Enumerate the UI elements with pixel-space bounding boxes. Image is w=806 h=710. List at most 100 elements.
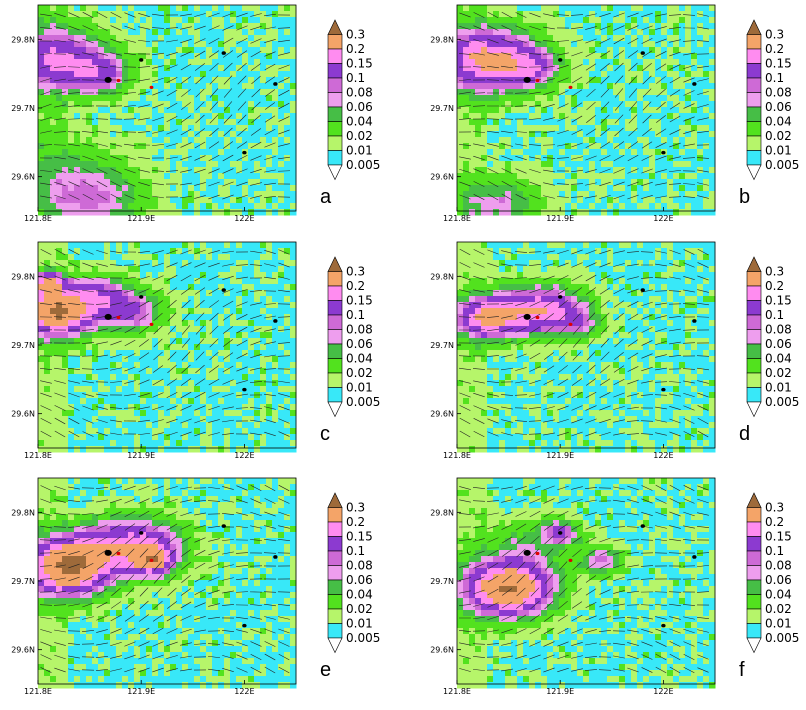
heat-cell: [188, 113, 195, 120]
heat-cell: [284, 95, 291, 102]
heat-cell: [673, 197, 680, 204]
wind-barb: [585, 142, 597, 148]
heat-cell: [577, 95, 584, 102]
colorbar-swatch: [746, 77, 762, 93]
heat-cell: [92, 71, 99, 78]
heat-cell: [170, 161, 177, 168]
heat-cell: [637, 131, 644, 138]
wind-barb: [613, 50, 625, 58]
heat-cell: [56, 65, 63, 72]
wind-barb: [96, 11, 108, 19]
heat-cell: [134, 197, 141, 204]
heat-cell: [206, 185, 213, 192]
heat-cell: [643, 167, 650, 174]
colorbar-swatch: [327, 135, 343, 151]
heat-cell: [206, 191, 213, 198]
heat-cell: [266, 332, 273, 339]
heat-cell: [559, 143, 566, 150]
wind-barb: [557, 143, 569, 147]
heat-cell: [290, 290, 297, 297]
heat-cell: [637, 5, 644, 12]
heat-cell: [146, 167, 153, 174]
heat-cell: [164, 314, 171, 321]
heat-cell: [218, 338, 225, 345]
heat-cell: [248, 404, 255, 411]
heat-cell: [553, 11, 560, 18]
heat-cell: [661, 5, 668, 12]
heat-cell: [487, 203, 494, 210]
heat-cell: [553, 185, 560, 192]
heat-cell: [134, 332, 141, 339]
heat-cell: [92, 266, 99, 273]
heat-cell: [152, 254, 159, 261]
heat-cell: [583, 161, 590, 168]
heat-cell: [266, 248, 273, 255]
wind-barb: [628, 101, 638, 111]
heat-cell: [463, 41, 470, 48]
heat-cell: [667, 137, 674, 144]
heat-cell: [194, 197, 201, 204]
heat-cell: [284, 35, 291, 42]
heat-cell: [643, 185, 650, 192]
heat-cell: [116, 416, 123, 423]
heat-cell: [206, 254, 213, 261]
heat-cell: [146, 209, 153, 216]
heat-cell: [619, 125, 626, 132]
wind-barb: [514, 105, 528, 107]
heat-cell: [62, 356, 69, 363]
heat-cell: [230, 308, 237, 315]
wind-barb: [138, 13, 150, 17]
heat-cell: [116, 344, 123, 351]
heat-cell: [565, 125, 572, 132]
heat-cell: [212, 362, 219, 369]
heat-cell: [116, 209, 123, 216]
heat-cell: [691, 53, 698, 60]
heat-cell: [68, 362, 75, 369]
colorbar-cap-bottom: [746, 164, 762, 181]
heat-cell: [685, 179, 692, 186]
wind-barb: [543, 91, 555, 95]
heat-cell: [266, 203, 273, 210]
heat-cell: [559, 35, 566, 42]
heat-cell: [523, 65, 530, 72]
heat-cell: [74, 266, 81, 273]
heat-cell: [152, 362, 159, 369]
heat-cell: [577, 173, 584, 180]
heat-cell: [200, 17, 207, 24]
heat-cell: [62, 338, 69, 345]
heat-cell: [643, 89, 650, 96]
heat-cell: [583, 191, 590, 198]
heat-cell: [505, 17, 512, 24]
heat-cell: [290, 350, 297, 357]
heat-cell: [86, 410, 93, 417]
heat-cell: [116, 83, 123, 90]
heat-cell: [98, 410, 105, 417]
heat-cell: [541, 119, 548, 126]
heat-cell: [266, 59, 273, 66]
heat-cell: [230, 332, 237, 339]
heat-cell: [128, 101, 135, 108]
heat-cell: [583, 203, 590, 210]
heat-cell: [104, 284, 111, 291]
wind-barb: [669, 115, 681, 123]
heat-cell: [200, 77, 207, 84]
heat-cell: [62, 308, 69, 315]
wind-barb: [543, 182, 555, 186]
heat-cell: [194, 416, 201, 423]
heat-cell: [242, 302, 249, 309]
heat-cell: [86, 344, 93, 351]
heat-cell: [463, 125, 470, 132]
heat-cell: [74, 179, 81, 186]
heat-cell: [589, 191, 596, 198]
heat-cell: [176, 155, 183, 162]
heat-cell: [212, 179, 219, 186]
heat-cell: [679, 125, 686, 132]
wind-barb: [571, 142, 583, 148]
heat-cell: [206, 326, 213, 333]
heat-cell: [278, 302, 285, 309]
heat-cell: [589, 113, 596, 120]
heat-cell: [631, 149, 638, 156]
heat-cell: [619, 197, 626, 204]
heat-cell: [50, 272, 57, 279]
heat-cell: [673, 155, 680, 162]
